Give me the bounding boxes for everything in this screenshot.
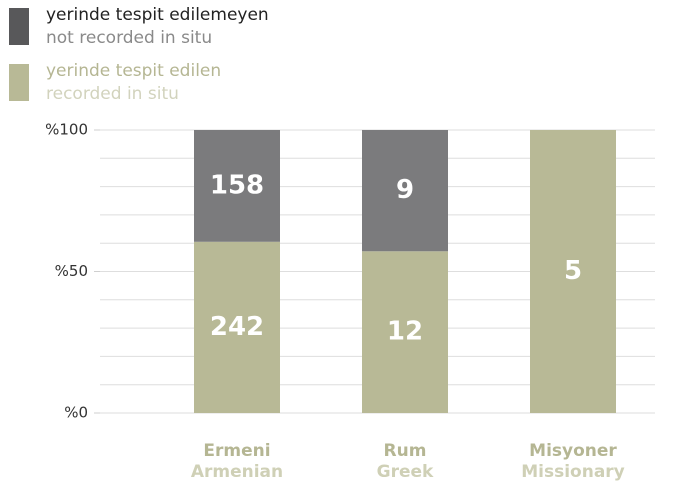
x-tick-label: Ermeni	[203, 441, 270, 461]
legend-label-en: recorded in situ	[46, 84, 179, 104]
x-tick-label: Misyoner	[529, 441, 617, 461]
data-label: 5	[564, 256, 582, 286]
data-label: 12	[387, 317, 423, 347]
x-tick-label-en: Armenian	[191, 462, 283, 482]
bar-segment	[362, 130, 448, 252]
x-tick-label-en: Greek	[377, 462, 434, 482]
bar-segment	[362, 251, 448, 413]
data-label: 242	[210, 312, 264, 342]
bar-segment	[194, 241, 280, 413]
x-tick-label-en: Missionary	[521, 462, 625, 482]
data-label: 158	[210, 170, 264, 200]
bar-segment	[530, 130, 616, 413]
y-tick-label: %0	[64, 404, 88, 422]
legend-label-en: not recorded in situ	[46, 28, 212, 48]
legend-label: yerinde tespit edilen	[46, 61, 221, 81]
data-label: 9	[396, 175, 414, 205]
legend-swatch	[9, 8, 29, 45]
y-tick-label: %50	[55, 262, 88, 280]
legend-swatch	[9, 64, 29, 101]
y-tick-label: %100	[45, 121, 88, 139]
legend-label: yerinde tespit edilemeyen	[46, 5, 269, 25]
bar-segment	[194, 130, 280, 242]
x-tick-label: Rum	[384, 441, 427, 461]
